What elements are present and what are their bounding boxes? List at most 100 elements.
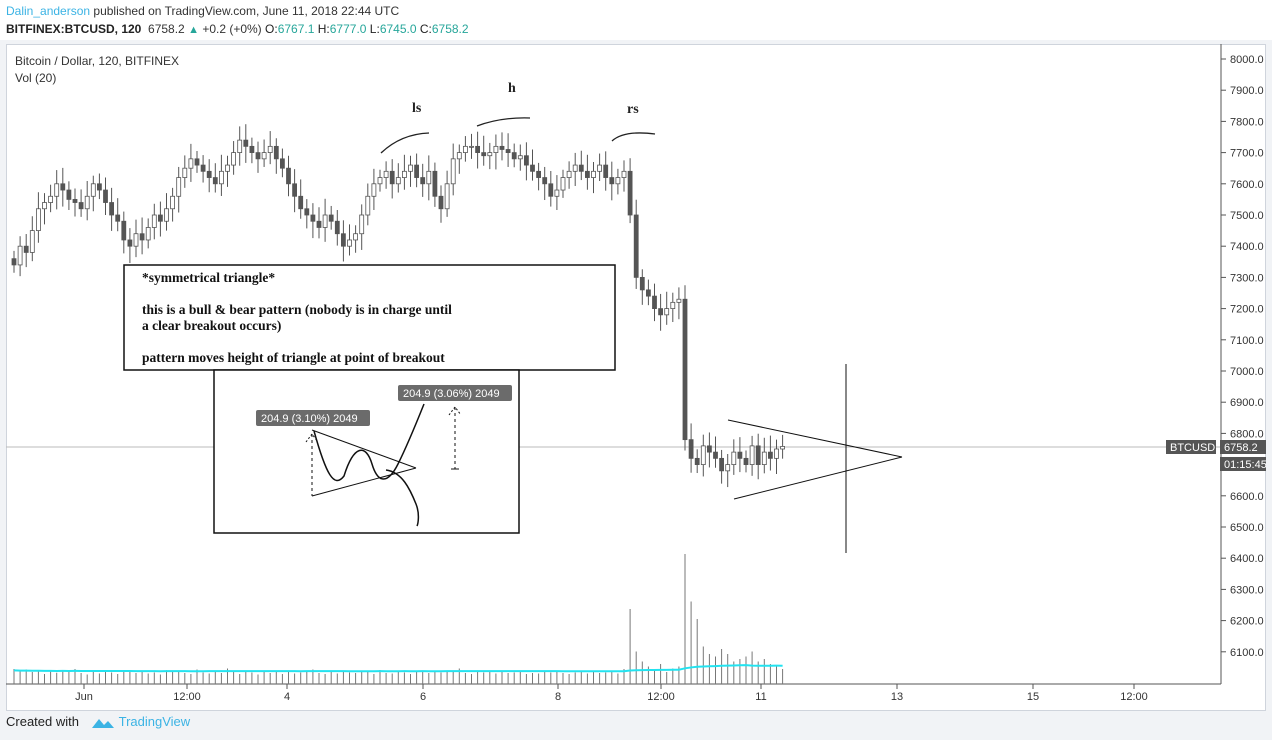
candle-body — [304, 208, 310, 216]
candle-body — [151, 214, 157, 228]
candle-body — [90, 183, 96, 197]
time-tick-label: 4 — [284, 691, 290, 703]
candle-body — [682, 298, 688, 441]
candle-body — [426, 170, 432, 185]
candle-body — [414, 164, 420, 178]
candle-body — [243, 139, 249, 147]
candle-body — [127, 239, 133, 247]
candle-body — [511, 152, 517, 160]
candle-body — [456, 152, 462, 160]
chart-svg[interactable]: 8000.0 7900.0 7800.0 7700.0 7600.0 7500.0 7400… — [6, 44, 1266, 711]
candle-body — [353, 233, 359, 241]
price-tick-label: 6800.0 — [1230, 428, 1264, 440]
candle-body — [286, 167, 291, 185]
candle-body — [29, 230, 35, 253]
candle-body — [188, 158, 194, 169]
candle-body — [670, 301, 676, 309]
candle-body — [743, 457, 749, 465]
symbol-label: BITFINEX:BTCUSD, 120 — [6, 22, 142, 36]
volume-label: Vol (20) — [15, 71, 56, 85]
candle-body — [639, 276, 645, 291]
created-with-text: Created with — [6, 714, 79, 729]
candle-body — [432, 170, 438, 197]
candle-body — [316, 220, 322, 228]
candle-body — [505, 149, 511, 154]
box-line-3: pattern moves height of triangle at poin… — [142, 350, 445, 365]
price-tick-label: 6200.0 — [1230, 616, 1264, 628]
candles — [11, 124, 785, 488]
right-shoulder-arc — [611, 132, 656, 142]
open-value: 6767.1 — [277, 22, 315, 36]
time-tick-label: 12:00 — [647, 691, 675, 703]
last-price: 6758.2 — [148, 22, 185, 36]
candle-body — [279, 158, 285, 169]
time-tick-label: 12:00 — [173, 691, 201, 703]
candle-body — [566, 170, 572, 178]
chart-panel[interactable]: 8000.0 7900.0 7800.0 7700.0 7600.0 7500.0 7400… — [6, 44, 1266, 711]
candle-body — [420, 177, 426, 185]
candle-body — [749, 445, 755, 466]
tradingview-link[interactable]: TradingView — [118, 714, 191, 729]
candle-body — [359, 214, 365, 235]
price-tick-label: 7500.0 — [1230, 210, 1264, 222]
candle-body — [377, 177, 383, 185]
example-diagram: 204.9 (3.10%) 2049 204.9 (3.06%) 2049 — [213, 369, 520, 534]
time-axis[interactable]: Jun 12:00 4 6 8 12:00 11 13 15 12:00 — [75, 684, 1148, 703]
price-tick-label: 6600.0 — [1230, 491, 1264, 503]
candle-body — [517, 155, 523, 160]
price-tick-label: 7800.0 — [1230, 116, 1264, 128]
candle-body — [261, 152, 267, 160]
candle-body — [585, 170, 590, 178]
price-tick-label: 7100.0 — [1230, 335, 1264, 347]
candle-body — [212, 177, 218, 185]
candle-body — [408, 164, 413, 172]
price-axis[interactable]: 8000.0 7900.0 7800.0 7700.0 7600.0 7500.0 7400… — [1221, 54, 1264, 659]
candle-body — [774, 448, 779, 459]
diagram-breakout-curve — [313, 403, 425, 482]
price-tag — [1220, 440, 1266, 454]
tradingview-logo-icon — [91, 718, 114, 728]
candle-body — [267, 145, 273, 154]
price-tick-label: 7700.0 — [1230, 148, 1264, 160]
measure-tag-2 — [398, 385, 512, 401]
box-title: *symmetrical triangle* — [142, 270, 275, 285]
left-shoulder-arc — [380, 132, 430, 154]
candle-body — [487, 152, 493, 157]
candle-body — [328, 214, 334, 222]
time-tick-label: 12:00 — [1120, 691, 1148, 703]
h-label: h — [508, 81, 516, 96]
candle-body — [139, 233, 145, 241]
candle-body — [292, 183, 298, 197]
candle-body — [731, 451, 737, 465]
price-tick-label: 8000.0 — [1230, 54, 1264, 66]
candle-body — [176, 177, 182, 197]
chart-header: Dalin_anderson published on TradingView.… — [0, 0, 1272, 40]
candle-body — [48, 195, 53, 203]
candle-body — [164, 208, 169, 222]
candle-body — [347, 239, 352, 247]
author-link[interactable]: Dalin_anderson — [6, 4, 91, 18]
up-arrow-icon: ▲ — [188, 24, 199, 36]
candle-body — [322, 214, 328, 228]
candle-body — [578, 164, 584, 172]
candle-body — [530, 164, 535, 172]
candle-body — [768, 451, 773, 459]
chart-border — [6, 44, 1266, 711]
price-tick-label: 7400.0 — [1230, 241, 1264, 253]
candle-body — [554, 189, 560, 197]
candle-body — [401, 170, 407, 178]
price-tick-label: 6500.0 — [1230, 522, 1264, 534]
candle-body — [54, 183, 60, 197]
candle-body — [652, 295, 657, 309]
candle-body — [383, 170, 389, 178]
open-label: O: — [265, 22, 278, 36]
candle-body — [755, 445, 761, 466]
price-tick-label: 7300.0 — [1230, 272, 1264, 284]
candle-body — [206, 170, 212, 178]
footer: Created with TradingView — [6, 714, 190, 734]
volume-bars — [13, 554, 784, 684]
close-value: 6758.2 — [431, 22, 469, 36]
candle-body — [719, 457, 724, 472]
candle-body — [371, 183, 377, 197]
candle-body — [145, 227, 151, 241]
